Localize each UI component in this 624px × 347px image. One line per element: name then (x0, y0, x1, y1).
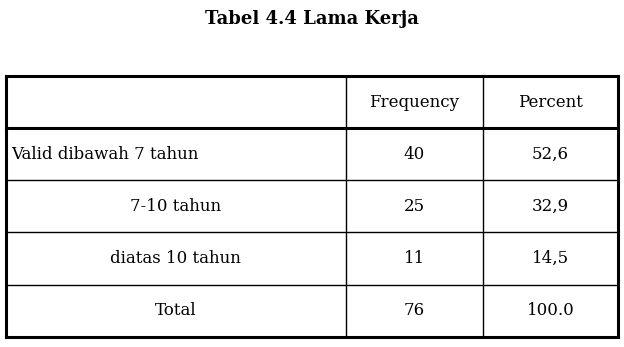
Text: diatas 10 tahun: diatas 10 tahun (110, 250, 241, 267)
Text: Frequency: Frequency (369, 94, 459, 111)
Text: Tabel 4.4 Lama Kerja: Tabel 4.4 Lama Kerja (205, 10, 419, 28)
Text: 40: 40 (404, 146, 425, 163)
Text: 25: 25 (404, 198, 425, 215)
Text: 11: 11 (404, 250, 425, 267)
Text: 7-10 tahun: 7-10 tahun (130, 198, 222, 215)
Text: Total: Total (155, 302, 197, 319)
Text: 52,6: 52,6 (532, 146, 569, 163)
Text: Valid dibawah 7 tahun: Valid dibawah 7 tahun (11, 146, 198, 163)
Text: 14,5: 14,5 (532, 250, 569, 267)
Text: 100.0: 100.0 (527, 302, 574, 319)
Text: 32,9: 32,9 (532, 198, 569, 215)
Text: 76: 76 (404, 302, 425, 319)
Text: Percent: Percent (518, 94, 583, 111)
